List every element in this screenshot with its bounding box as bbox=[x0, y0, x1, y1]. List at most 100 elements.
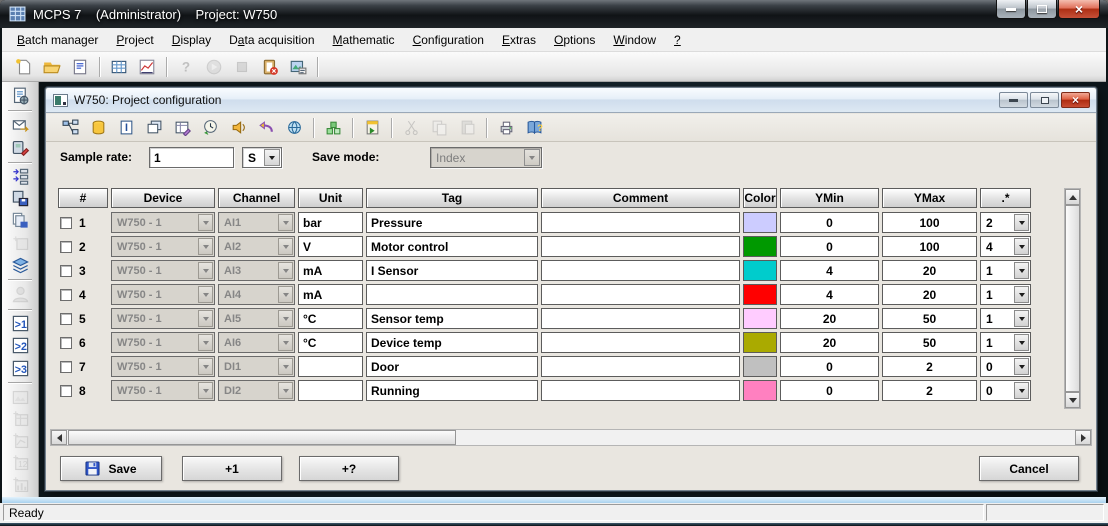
tag-input[interactable]: Running bbox=[366, 380, 538, 401]
sample-rate-input[interactable] bbox=[149, 147, 234, 168]
table-view-icon[interactable] bbox=[107, 55, 131, 79]
comment-input[interactable] bbox=[541, 380, 740, 401]
tag-input[interactable]: Pressure bbox=[366, 212, 538, 233]
row-checkbox[interactable] bbox=[60, 288, 72, 301]
layers-icon[interactable] bbox=[7, 254, 33, 276]
axis-select[interactable]: 0 bbox=[980, 356, 1031, 377]
menu-configuration[interactable]: Configuration bbox=[412, 32, 484, 47]
comment-input[interactable] bbox=[541, 284, 740, 305]
comment-input[interactable] bbox=[541, 260, 740, 281]
menu-batch-manager[interactable]: Batch manager bbox=[17, 32, 99, 47]
help-book-icon[interactable]: ? bbox=[522, 116, 546, 140]
network-icon[interactable] bbox=[282, 116, 306, 140]
color-swatch[interactable] bbox=[743, 236, 777, 257]
row-checkbox[interactable] bbox=[60, 264, 72, 277]
unit-input[interactable] bbox=[298, 356, 363, 377]
color-swatch[interactable] bbox=[743, 260, 777, 281]
menu-display[interactable]: Display bbox=[171, 32, 212, 47]
comment-input[interactable] bbox=[541, 236, 740, 257]
ymin-input[interactable]: 4 bbox=[780, 284, 879, 305]
view-2-icon[interactable]: >2 bbox=[7, 335, 33, 357]
view-1-icon[interactable]: >1 bbox=[7, 313, 33, 335]
maximize-button[interactable] bbox=[1027, 0, 1057, 19]
ymax-input[interactable]: 50 bbox=[882, 332, 977, 353]
comment-input[interactable] bbox=[541, 212, 740, 233]
project-list-icon[interactable] bbox=[68, 55, 92, 79]
scroll-up-button[interactable] bbox=[1065, 189, 1080, 205]
menu-data-acquisition[interactable]: Data acquisition bbox=[229, 32, 315, 47]
axis-select[interactable]: 1 bbox=[980, 284, 1031, 305]
menu-mathematic[interactable]: Mathematic bbox=[332, 32, 395, 47]
ymax-input[interactable]: 20 bbox=[882, 260, 977, 281]
undo-icon[interactable] bbox=[254, 116, 278, 140]
unit-input[interactable]: mA bbox=[298, 284, 363, 305]
history-icon[interactable] bbox=[198, 116, 222, 140]
ymin-input[interactable]: 0 bbox=[780, 212, 879, 233]
menu-window[interactable]: Window bbox=[613, 32, 657, 47]
row-checkbox[interactable] bbox=[60, 384, 72, 397]
ymax-input[interactable]: 2 bbox=[882, 380, 977, 401]
row-checkbox[interactable] bbox=[60, 240, 72, 253]
color-swatch[interactable] bbox=[743, 380, 777, 401]
clipboard-delete-icon[interactable] bbox=[258, 55, 282, 79]
vertical-scroll-thumb[interactable] bbox=[1065, 205, 1080, 392]
inner-close-button[interactable]: × bbox=[1061, 92, 1090, 108]
ymin-input[interactable]: 4 bbox=[780, 260, 879, 281]
axis-select[interactable]: 1 bbox=[980, 260, 1031, 281]
scroll-left-button[interactable] bbox=[51, 430, 67, 445]
row-checkbox[interactable] bbox=[60, 360, 72, 373]
minimize-button[interactable] bbox=[996, 0, 1026, 19]
send-icon[interactable] bbox=[7, 114, 33, 136]
ymax-input[interactable]: 50 bbox=[882, 308, 977, 329]
scroll-right-button[interactable] bbox=[1075, 430, 1091, 445]
tag-input[interactable]: Device temp bbox=[366, 332, 538, 353]
vertical-scrollbar[interactable] bbox=[1064, 188, 1081, 409]
inner-restore-button[interactable] bbox=[1030, 92, 1059, 108]
color-swatch[interactable] bbox=[743, 332, 777, 353]
device-save-icon[interactable] bbox=[7, 188, 33, 210]
color-swatch[interactable] bbox=[743, 356, 777, 377]
tag-input[interactable]: Door bbox=[366, 356, 538, 377]
info-icon[interactable]: I bbox=[114, 116, 138, 140]
unit-input[interactable]: mA bbox=[298, 260, 363, 281]
axis-select[interactable]: 1 bbox=[980, 332, 1031, 353]
print-icon[interactable] bbox=[494, 116, 518, 140]
ymin-input[interactable]: 20 bbox=[780, 332, 879, 353]
axis-select[interactable]: 0 bbox=[980, 380, 1031, 401]
sample-rate-unit-select[interactable]: S bbox=[242, 147, 282, 168]
ymax-input[interactable]: 100 bbox=[882, 236, 977, 257]
device-config-icon[interactable] bbox=[7, 136, 33, 158]
ymin-input[interactable]: 0 bbox=[780, 236, 879, 257]
view-3-icon[interactable]: >3 bbox=[7, 357, 33, 379]
open-project-icon[interactable] bbox=[40, 55, 64, 79]
windows-icon[interactable] bbox=[142, 116, 166, 140]
menu-help[interactable]: ? bbox=[674, 32, 681, 47]
tag-input[interactable]: Motor control bbox=[366, 236, 538, 257]
add-one-button[interactable]: +1 bbox=[182, 456, 282, 481]
transfer-list-icon[interactable] bbox=[7, 165, 33, 187]
export-image-icon[interactable] bbox=[286, 55, 310, 79]
color-swatch[interactable] bbox=[743, 284, 777, 305]
chart-view-icon[interactable] bbox=[135, 55, 159, 79]
ymax-input[interactable]: 100 bbox=[882, 212, 977, 233]
copy-save-icon[interactable] bbox=[7, 210, 33, 232]
export-notebook-icon[interactable] bbox=[360, 116, 384, 140]
comment-input[interactable] bbox=[541, 356, 740, 377]
save-button[interactable]: Save bbox=[60, 456, 162, 481]
color-swatch[interactable] bbox=[743, 308, 777, 329]
ymax-input[interactable]: 2 bbox=[882, 356, 977, 377]
unit-input[interactable]: bar bbox=[298, 212, 363, 233]
unit-input[interactable]: °C bbox=[298, 332, 363, 353]
scroll-down-button[interactable] bbox=[1065, 392, 1080, 408]
horizontal-scrollbar[interactable] bbox=[50, 429, 1092, 446]
menu-options[interactable]: Options bbox=[553, 32, 596, 47]
comment-input[interactable] bbox=[541, 308, 740, 329]
tag-input[interactable]: Sensor temp bbox=[366, 308, 538, 329]
ymin-input[interactable]: 20 bbox=[780, 308, 879, 329]
comment-input[interactable] bbox=[541, 332, 740, 353]
ymin-input[interactable]: 0 bbox=[780, 380, 879, 401]
tag-input[interactable] bbox=[366, 284, 538, 305]
menu-project[interactable]: Project bbox=[116, 32, 154, 47]
row-checkbox[interactable] bbox=[60, 216, 72, 229]
axis-select[interactable]: 1 bbox=[980, 308, 1031, 329]
